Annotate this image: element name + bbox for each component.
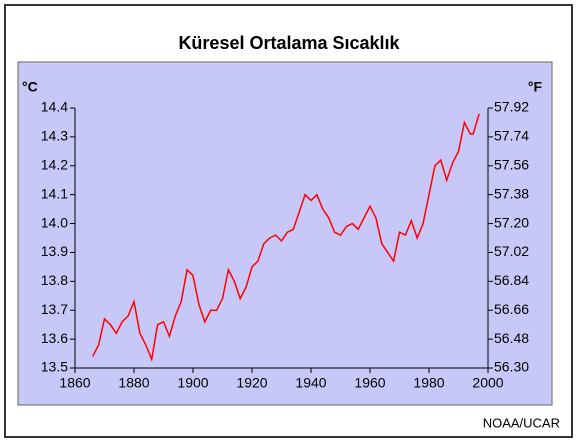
- y2-tick-label: 57.20: [494, 214, 529, 230]
- data-line: [92, 113, 480, 363]
- y2-tick-label: 57.92: [494, 99, 529, 115]
- y-tick-label: 14.0: [41, 214, 68, 230]
- y-unit: °C: [22, 79, 38, 95]
- x-tick-label: 1880: [118, 375, 149, 391]
- y2-tick-label: 57.56: [494, 156, 529, 172]
- y2-tick-label: 56.66: [494, 301, 529, 317]
- x-tick-label: 1940: [295, 375, 326, 391]
- x-tick-label: 2000: [472, 375, 503, 391]
- x-tick-label: 1900: [177, 375, 208, 391]
- y-tick-label: 13.8: [41, 272, 68, 288]
- chart-title: Küresel Ortalama Sıcaklık: [178, 33, 400, 53]
- x-tick-label: 1960: [354, 375, 385, 391]
- plot-panel: [17, 61, 553, 406]
- x-tick-label: 1860: [59, 375, 90, 391]
- y2-tick-label: 57.38: [494, 185, 529, 201]
- x-tick-label: 1980: [413, 375, 444, 391]
- y-tick-label: 13.6: [41, 330, 68, 346]
- y-tick-label: 14.4: [41, 99, 68, 115]
- y2-tick-label: 57.74: [494, 128, 529, 144]
- y-tick-label: 13.9: [41, 243, 68, 259]
- y2-tick-label: 56.84: [494, 272, 529, 288]
- y2-tick-label: 56.30: [494, 359, 529, 375]
- y-tick-label: 13.5: [41, 359, 68, 375]
- y-tick-label: 14.2: [41, 156, 68, 172]
- source: NOAA/UCAR: [483, 415, 560, 430]
- y2-unit: °F: [528, 79, 543, 95]
- y2-tick-label: 57.02: [494, 243, 529, 259]
- y-tick-label: 14.1: [41, 185, 68, 201]
- x-tick-label: 1920: [236, 375, 267, 391]
- y-tick-label: 14.3: [41, 128, 68, 144]
- y-tick-label: 13.7: [41, 301, 68, 317]
- y2-tick-label: 56.48: [494, 330, 529, 346]
